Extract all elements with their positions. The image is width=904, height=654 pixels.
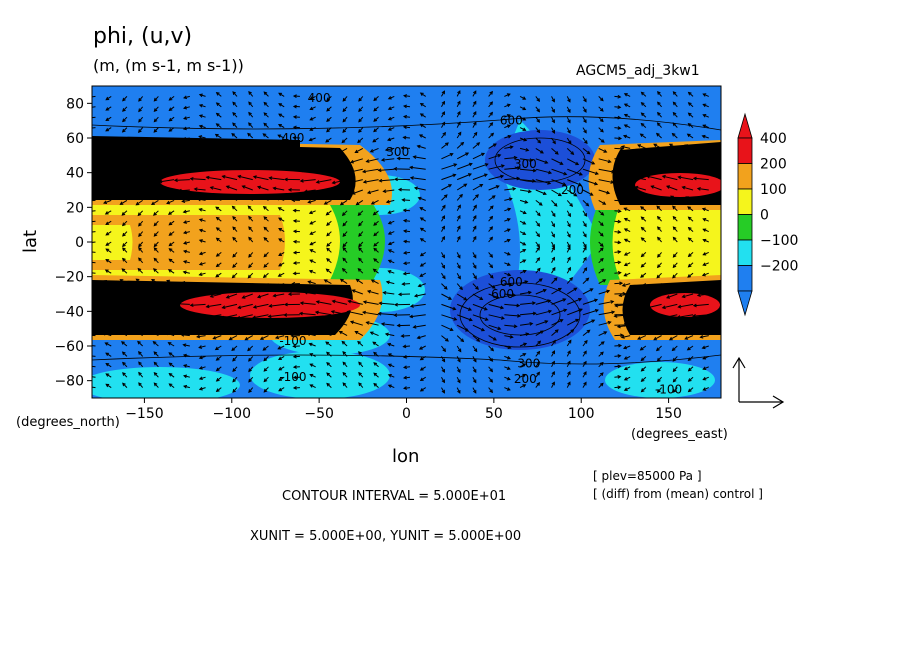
- x-tick-label: −100: [213, 406, 251, 422]
- field-patch: [92, 367, 240, 398]
- chart-units: (m, (m s-1, m s-1)): [93, 56, 244, 75]
- contour-label: 100: [290, 322, 313, 336]
- diff-note: [ (diff) from (mean) control ]: [593, 487, 763, 501]
- x-tick-label: 150: [655, 406, 682, 422]
- colorbar-segment: [737, 137, 753, 164]
- y-axis: 80 60 40 20 0 −20 −40 −60 −80: [54, 96, 92, 390]
- colorbar: 400 200 100 0 −100 −200: [737, 112, 798, 317]
- y-axis-unit: (degrees_north): [16, 415, 120, 430]
- field-patch: [612, 205, 721, 280]
- colorbar-label: −200: [760, 259, 798, 275]
- contour-label: 300: [386, 145, 409, 159]
- colorbar-segment: [737, 239, 753, 266]
- x-tick-label: 50: [485, 406, 503, 422]
- x-tick-label: −150: [125, 406, 163, 422]
- field-patch: [92, 136, 300, 150]
- colorbar-top-arrow: [737, 112, 753, 139]
- colorbar-segment: [737, 265, 753, 292]
- colorbar-label: −100: [760, 233, 798, 249]
- plev-note: [ plev=85000 Pa ]: [593, 469, 702, 483]
- contour-label: -100: [655, 382, 682, 396]
- colorbar-segment: [737, 188, 753, 215]
- contour-label: 400: [281, 131, 304, 145]
- colorbar-label: 100: [760, 182, 787, 198]
- heatmap-field: [92, 86, 721, 398]
- reference-vector: [732, 356, 785, 409]
- y-tick-label: −80: [54, 374, 84, 390]
- y-tick-label: −60: [54, 339, 84, 355]
- field-patch: [450, 270, 590, 350]
- contour-label: 300: [517, 356, 540, 370]
- colorbar-label: 0: [760, 208, 769, 224]
- x-tick-label: 100: [568, 406, 595, 422]
- x-axis: −150 −100 −50 0 50 100 150: [125, 398, 682, 422]
- x-tick-label: 0: [402, 406, 411, 422]
- colorbar-segment: [737, 163, 753, 190]
- contour-label: 300: [514, 157, 537, 171]
- contour-interval: CONTOUR INTERVAL = 5.000E+01: [282, 489, 507, 504]
- contour-label: -100: [279, 370, 306, 384]
- field-patch: [605, 362, 715, 398]
- y-tick-label: 40: [66, 166, 84, 182]
- field-patch: [250, 351, 390, 398]
- y-tick-label: 60: [66, 131, 84, 147]
- colorbar-label: 400: [760, 131, 787, 147]
- run-tag: AGCM5_adj_3kw1: [576, 63, 700, 79]
- chart-title: phi, (u,v): [93, 24, 193, 49]
- contour-labels: 400600400300300200100-100-10060060030020…: [279, 91, 682, 396]
- x-axis-unit: (degrees_east): [631, 427, 728, 442]
- field-patch: [160, 170, 340, 194]
- contour-label: 400: [308, 91, 331, 105]
- contour-lines: [92, 116, 721, 365]
- contour-label: 600: [500, 275, 523, 289]
- contour-label: -100: [279, 334, 306, 348]
- colorbar-label: 200: [760, 157, 787, 173]
- y-tick-label: 0: [75, 235, 84, 251]
- colorbar-segment: [737, 214, 753, 241]
- y-axis-label: lat: [20, 229, 41, 253]
- y-tick-label: −40: [54, 304, 84, 320]
- colorbar-bottom-arrow: [737, 290, 753, 317]
- vector-unit: XUNIT = 5.000E+00, YUNIT = 5.000E+00: [250, 529, 522, 544]
- contour-label: 200: [561, 183, 584, 197]
- y-tick-label: 20: [66, 200, 84, 216]
- y-tick-label: −20: [54, 270, 84, 286]
- field-patch: [650, 293, 720, 317]
- x-tick-label: −50: [304, 406, 334, 422]
- field-patch: [180, 292, 360, 318]
- contour-label: 600: [491, 287, 514, 301]
- contour-label: 600: [500, 114, 523, 128]
- field-patch: [92, 225, 133, 260]
- y-tick-label: 80: [66, 96, 84, 112]
- contour-label: 200: [514, 372, 537, 386]
- x-axis-label: lon: [392, 446, 420, 467]
- wind-vectors: [92, 90, 709, 394]
